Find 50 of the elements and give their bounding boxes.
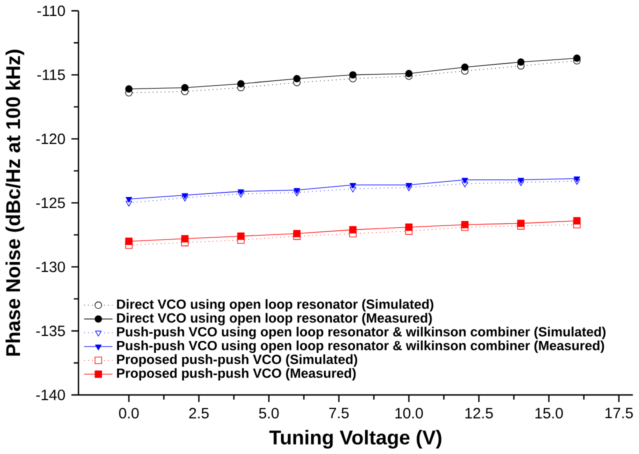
point	[238, 189, 244, 195]
legend-label: Proposed push-push VCO (Measured)	[117, 368, 356, 380]
x-tick-label: 7.5	[329, 408, 349, 418]
point	[518, 178, 524, 184]
point	[125, 85, 133, 93]
x-tick-label: 0.0	[119, 408, 139, 418]
point	[349, 226, 357, 234]
point	[461, 220, 469, 228]
y-tick-label: -135	[36, 326, 65, 336]
x-tick-label: 15.0	[535, 408, 563, 418]
point	[405, 70, 413, 78]
y-tick-label: -110	[37, 5, 65, 16]
point	[573, 54, 581, 62]
point	[293, 230, 301, 238]
point	[237, 232, 245, 240]
legend-label: Push-push VCO using open loop resonator & wilkinson combiner (Measured)	[117, 340, 604, 353]
y-tick-label: -125	[36, 198, 65, 208]
point	[517, 58, 525, 66]
point	[517, 220, 525, 227]
point	[406, 182, 412, 189]
y-axis-title: Phase Noise (dBc/Hz at 100 kHz)	[6, 50, 24, 356]
x-tick-label: 10.0	[395, 408, 423, 418]
x-axis-title: Tuning Voltage (V)	[269, 430, 442, 449]
y-tick-label: -130	[36, 262, 65, 272]
point	[293, 74, 301, 82]
point	[125, 238, 133, 245]
x-tick-label: 2.5	[189, 408, 209, 418]
legend-label: Direct VCO using open loop resonator (Simulated)	[117, 299, 434, 312]
point	[181, 84, 189, 92]
legend-label: Push-push VCO using open loop resonator & wilkinson combiner (Simulated)	[117, 326, 606, 340]
y-tick-label: -140	[36, 390, 65, 400]
legend-label: Proposed push-push VCO (Simulated)	[117, 354, 358, 367]
y-tick-label: -120	[36, 133, 65, 144]
point	[461, 63, 469, 71]
x-tick-label: 17.5	[605, 408, 633, 418]
point	[573, 217, 581, 224]
point	[182, 193, 188, 199]
x-tick-label: 12.5	[465, 408, 493, 418]
point	[181, 235, 189, 242]
point	[294, 188, 300, 194]
point	[126, 196, 132, 203]
point	[574, 176, 580, 182]
point	[349, 71, 357, 78]
legend-label: Direct VCO using open loop resonator (Measured)	[117, 312, 432, 326]
point	[405, 223, 413, 231]
point	[237, 80, 245, 88]
y-tick-label: -115	[37, 70, 65, 80]
point	[350, 182, 356, 189]
x-tick-label: 5.0	[259, 408, 279, 418]
point	[462, 178, 468, 184]
